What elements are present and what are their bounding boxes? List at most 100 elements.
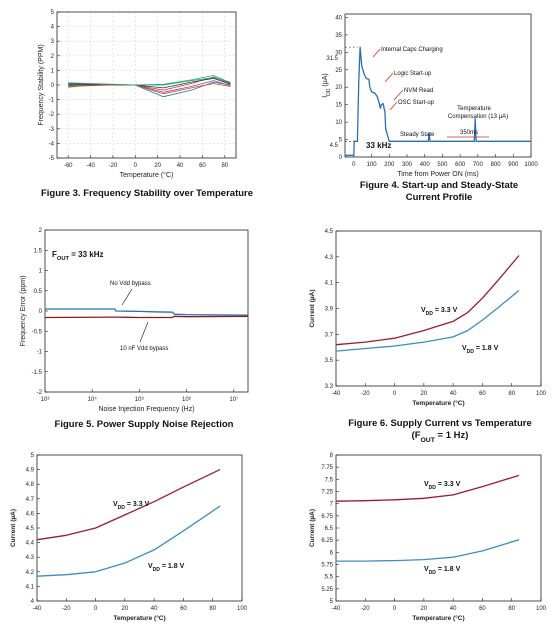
figure-6-caption-line2: (FOUT = 1 Hz) — [412, 430, 469, 444]
y-tick-label: 5 — [339, 138, 343, 144]
x-tick-label: 800 — [491, 162, 502, 168]
y-tick-label: 4.2 — [26, 570, 35, 576]
fig3-chart: -5 -4 -3 -2 -1 0 1 2 3 4 5 -60 -40 -20 0 20 40 60 80 Temper… — [38, 10, 237, 179]
series-line-1 — [45, 308, 249, 316]
y-mark-label: 4.5 — [330, 143, 339, 149]
y-tick-label: 20 — [335, 85, 342, 91]
y-tick-label: 7.5 — [325, 477, 334, 483]
fig8-chart: 5 5.25 5.5 5.75 6 6.25 6.5 6.75 7 7.25 7.5 7.75 8 -40… — [309, 453, 547, 622]
y-tick-label: 3.3 — [325, 384, 334, 390]
plot-frame — [344, 13, 532, 158]
y-tick-label: 5 — [31, 453, 35, 459]
x-tick-label: 10³ — [41, 397, 50, 403]
plot-frame — [36, 454, 243, 602]
y-tick-label: 4.1 — [325, 281, 334, 287]
y-tick-label: 1 — [51, 68, 55, 74]
y-tick-label: 3.5 — [325, 358, 334, 364]
x-tick-label: 0 — [393, 391, 397, 397]
x-axis-label: Temperature (°C) — [113, 614, 165, 622]
figure-3-caption: Figure 3. Frequency Stability over Tempe… — [41, 188, 253, 199]
x-tick-label: 400 — [420, 162, 431, 168]
x-tick-label: 40 — [450, 606, 457, 612]
annotation-arrow — [393, 89, 404, 101]
x-tick-label: 60 — [479, 606, 486, 612]
y-tick-label: 3 — [51, 39, 55, 45]
annotation-osc-start-up: OSC Start-up — [398, 100, 435, 106]
y-tick-label: -2 — [49, 112, 55, 118]
y-tick-label: 6.25 — [321, 538, 333, 544]
x-tick-label: 0 — [94, 606, 98, 612]
plot-frame — [335, 230, 542, 387]
y-tick-label: 4.5 — [26, 526, 35, 532]
y-tick-label: 4.5 — [325, 229, 334, 235]
x-tick-label: 500 — [437, 162, 448, 168]
x-tick-label: 40 — [177, 163, 184, 169]
y-tick-label: 0.5 — [34, 289, 43, 295]
annotation-arrow — [121, 288, 133, 306]
series-line-6 — [68, 83, 231, 95]
y-tick-label: 10 — [335, 120, 342, 126]
y-tick-label: 7.75 — [321, 465, 333, 471]
y-tick-label: 1 — [39, 269, 43, 275]
y-tick-label: 4.7 — [26, 497, 35, 503]
annotation-arrow — [139, 321, 149, 343]
y-tick-label: 40 — [335, 15, 342, 21]
y-tick-label: 15 — [335, 103, 342, 109]
x-tick-label: 80 — [508, 606, 515, 612]
y-tick-label: 5 — [330, 599, 334, 605]
y-tick-label: 6.5 — [325, 526, 334, 532]
y-tick-label: 0 — [51, 83, 55, 89]
y-tick-label: 4.1 — [26, 584, 35, 590]
fig5-chart: -2 -1.5 -1 -0.5 0 0.5 1 1.5 2 10³ 10⁴ 10⁵ 10⁶ 10⁷ Nois… — [20, 228, 249, 413]
y-tick-label: 5.75 — [321, 563, 333, 569]
x-tick-label: 10⁵ — [135, 396, 145, 403]
plot-frame — [56, 11, 237, 159]
x-axis-label: Temperature (°C) — [120, 171, 174, 179]
x-tick-label: 0 — [134, 163, 138, 169]
series-line-2 — [44, 315, 249, 319]
figure-4-caption-line2: Current Profile — [406, 192, 473, 203]
annotation-temperature: Temperature — [457, 106, 491, 112]
x-tick-label: -20 — [361, 391, 370, 397]
series-line-1 — [36, 469, 221, 541]
y-tick-label: 6 — [330, 550, 334, 556]
y-tick-label: 1.5 — [34, 248, 43, 254]
fig8-series-label-1: VDD = 3.3 V — [424, 481, 461, 491]
annotation-33khz: 33 kHz — [366, 141, 391, 150]
y-tick-label: -4 — [49, 141, 55, 147]
x-tick-label: 20 — [421, 606, 428, 612]
y-tick-label: 4.8 — [26, 482, 35, 488]
x-tick-label: 60 — [180, 606, 187, 612]
y-tick-label: 35 — [335, 33, 342, 39]
x-axis-label: Time from Power ON (ms) — [397, 171, 478, 178]
x-tick-label: 80 — [221, 163, 228, 169]
x-tick-label: 10⁶ — [182, 396, 192, 403]
x-tick-label: 100 — [536, 391, 547, 397]
y-tick-label: 6.75 — [321, 514, 333, 520]
y-tick-label: -1.5 — [32, 370, 43, 376]
series-line-1 — [335, 474, 520, 502]
y-axis-label: Frequency Stability (PPM) — [38, 44, 45, 125]
y-axis-label: IDD (µA) — [322, 73, 332, 98]
x-tick-label: 700 — [473, 162, 484, 168]
x-tick-label: 200 — [384, 162, 395, 168]
x-tick-label: 40 — [450, 391, 457, 397]
fig7-series-label-2: VDD = 1.8 V — [148, 563, 185, 573]
fig6-series-label-1: VDD = 3.3 V — [421, 307, 458, 317]
fig7-series-label-1: VDD = 3.3 V — [113, 501, 150, 511]
x-tick-label: -20 — [361, 606, 370, 612]
y-tick-label: 8 — [330, 453, 334, 459]
annotation-steady-state: Steady State — [400, 132, 435, 138]
y-tick-label: -5 — [49, 156, 55, 162]
series-line-7 — [68, 77, 231, 86]
x-tick-label: 100 — [367, 162, 378, 168]
x-axis-label: Temperature (°C) — [412, 399, 464, 407]
y-tick-label: -3 — [49, 127, 55, 133]
series-line-4 — [68, 80, 231, 93]
y-tick-label: 5.25 — [321, 587, 333, 593]
series-line-5 — [68, 78, 231, 89]
x-tick-label: 1000 — [524, 162, 538, 168]
y-tick-label: 4.6 — [26, 511, 35, 517]
annotation-arrow — [389, 101, 398, 111]
